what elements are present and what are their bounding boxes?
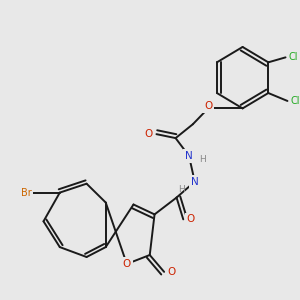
Text: Br: Br — [21, 188, 32, 198]
Text: O: O — [145, 129, 153, 139]
Text: N: N — [191, 177, 199, 187]
Text: H: H — [199, 155, 206, 164]
Text: Cl: Cl — [288, 52, 298, 62]
Text: N: N — [185, 151, 193, 161]
Text: Cl: Cl — [290, 96, 300, 106]
Text: O: O — [187, 214, 195, 224]
Text: O: O — [168, 267, 176, 277]
Text: O: O — [123, 259, 131, 269]
Text: O: O — [204, 101, 212, 111]
Text: H: H — [178, 185, 185, 194]
